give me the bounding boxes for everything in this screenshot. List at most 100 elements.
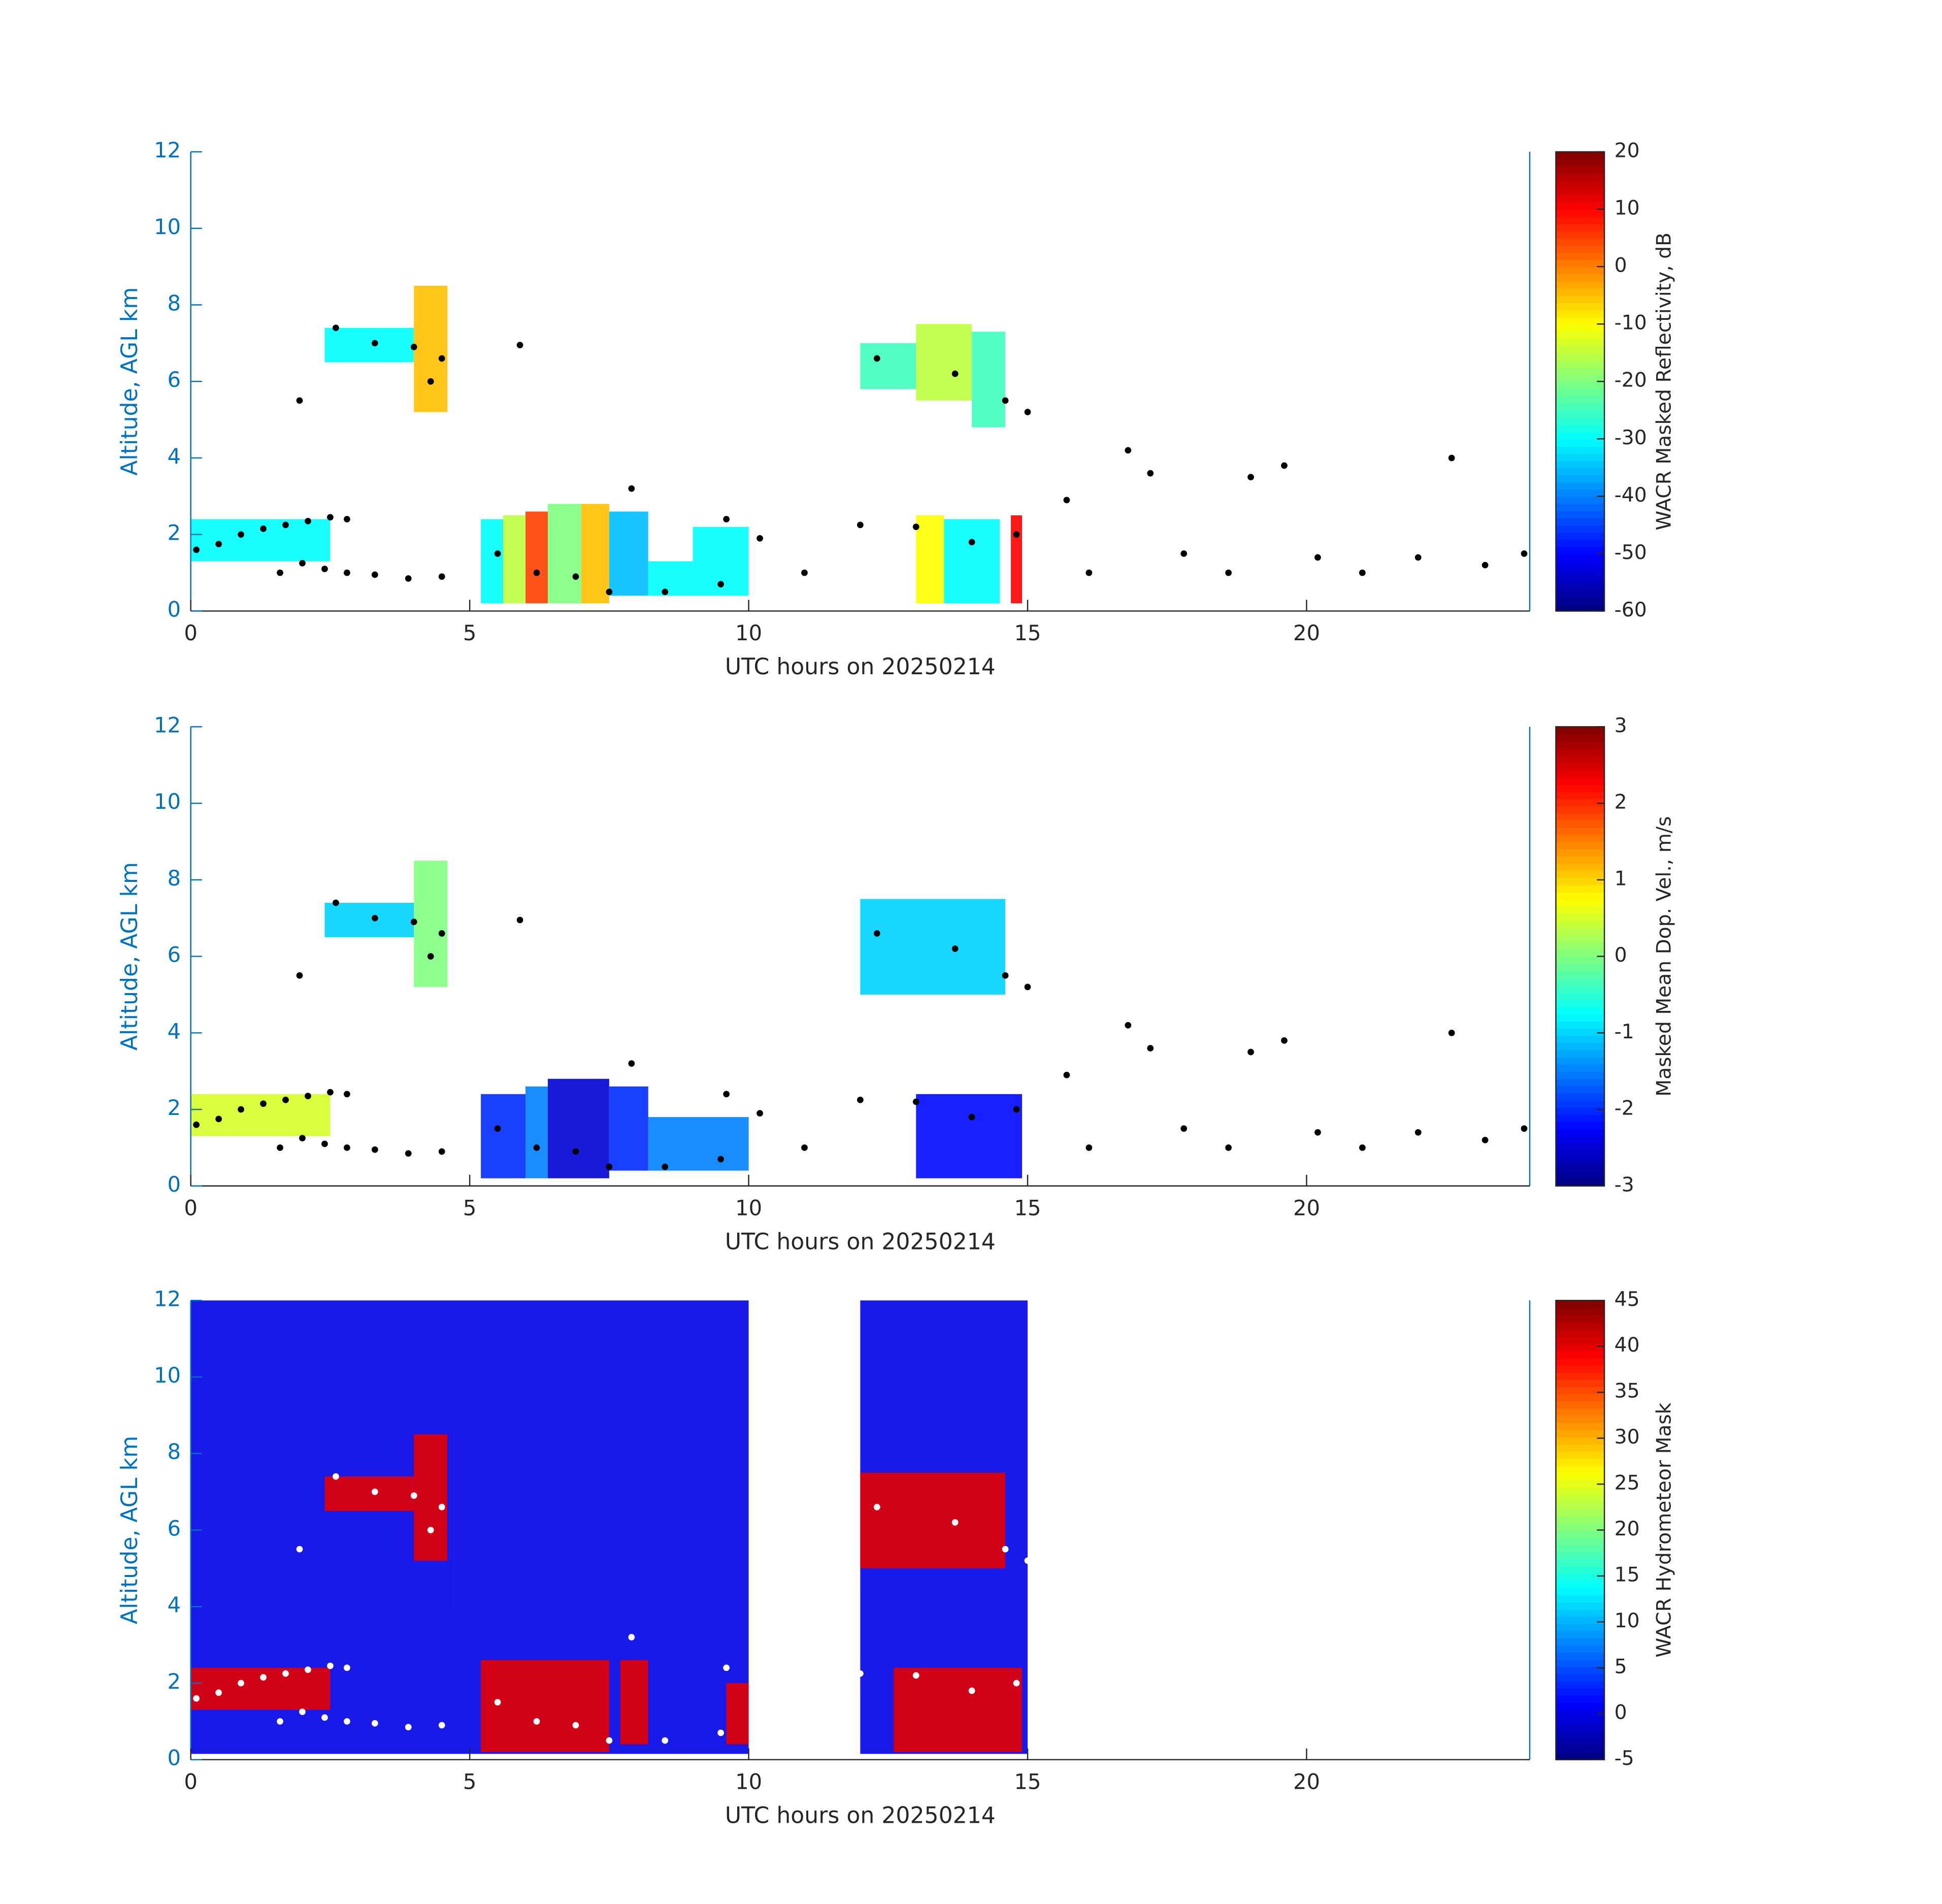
x-axis-label: UTC hours on 20250214 [725,654,996,680]
cloud-base-point [238,1106,245,1113]
colorbar-swatch [1556,1436,1605,1445]
colorbar-swatch [1556,252,1605,260]
colorbar-swatch [1556,532,1605,540]
colorbar-swatch [1556,374,1605,382]
colorbar-swatch [1556,1114,1605,1122]
colorbar-swatch [1556,1601,1605,1610]
cloud-base-point [1448,454,1455,462]
colorbar-swatch [1556,1013,1605,1022]
echo-cell [548,1078,609,1178]
echo-cell [324,1476,414,1511]
cloud-base-point [662,1163,669,1170]
colorbar-swatch [1556,1587,1605,1595]
cloud-base-point [438,573,445,580]
echo-cell [324,903,414,937]
echo-cell [726,1683,749,1745]
colorbar-swatch [1556,1544,1605,1553]
colorbar-swatch [1556,1695,1605,1703]
cloud-base-point [533,1144,540,1151]
colorbar-swatch [1556,1458,1605,1466]
colorbar-tick-label: 40 [1615,1334,1640,1357]
cloud-base-point [1225,569,1232,576]
colorbar-swatch [1556,202,1605,210]
cloud-base-point [801,1144,808,1151]
cloud-base-point [951,370,959,377]
y-tick-label: 12 [154,1286,181,1311]
colorbar-tick-label: -30 [1615,426,1647,449]
colorbar-swatch [1556,524,1605,533]
colorbar-swatch [1556,1508,1605,1517]
colorbar-label: WACR Masked Reflectivity, dB [1653,233,1676,530]
colorbar-swatch [1556,1559,1605,1567]
cloud-base-point [756,1110,763,1117]
cloud-base-point [282,1670,289,1677]
colorbar-swatch [1556,338,1605,346]
colorbar-swatch [1556,1637,1605,1646]
colorbar-swatch [1556,1078,1605,1087]
colorbar-swatch [1556,949,1605,957]
cloud-base-point [1147,470,1154,477]
cloud-base-point [305,1093,311,1100]
echo-cell [414,861,448,987]
cloud-base-point [238,1680,245,1687]
y-tick-label: 2 [168,1095,181,1120]
colorbar-swatch [1556,1523,1605,1531]
cloud-base-point [277,1718,283,1725]
cloud-base-point [717,1156,725,1163]
colorbar-swatch [1556,1537,1605,1545]
colorbar-tick-label: 5 [1615,1655,1627,1678]
colorbar-swatch [1556,209,1605,217]
colorbar-swatch [1556,1415,1605,1423]
cloud-base-point [238,531,245,538]
colorbar-swatch [1556,956,1605,964]
cloud-base-point [801,569,808,576]
colorbar-swatch [1556,460,1605,469]
cloud-base-point [321,1140,328,1147]
colorbar-tick-label: -2 [1615,1097,1634,1120]
y-tick-label: 6 [168,1516,181,1540]
colorbar-swatch [1556,1580,1605,1588]
colorbar-swatch [1556,763,1605,771]
colorbar-tick-label: 0 [1615,1701,1627,1724]
colorbar-swatch [1556,1530,1605,1538]
cloud-base-point [723,516,730,522]
cloud-base-point [572,573,579,580]
cloud-base-point [717,581,725,588]
colorbar-swatch [1556,1673,1605,1682]
cloud-base-point [968,1687,975,1694]
cloud-base-point [857,521,864,529]
colorbar-swatch [1556,259,1605,268]
colorbar-label: WACR Hydrometeor Mask [1653,1402,1676,1657]
colorbar-swatch [1556,1494,1605,1502]
y-tick-label: 8 [168,290,181,315]
y-tick-label: 10 [154,789,181,814]
cloud-base-point [1024,983,1031,991]
colorbar-swatch [1556,267,1605,275]
echo-cell [916,324,972,401]
echo-cell [481,1660,609,1752]
colorbar-swatch [1556,1049,1605,1058]
colorbar-swatch [1556,827,1605,835]
echo-cell [525,1086,548,1178]
cloud-base-point [1013,1680,1020,1687]
x-tick-label: 0 [184,1195,198,1220]
cloud-base-point [344,1091,350,1098]
cloud-base-point [427,378,434,385]
cloud-base-point [371,1488,378,1495]
colorbar-swatch [1556,1630,1605,1638]
colorbar-swatch [1556,1343,1605,1352]
x-tick-label: 5 [463,1195,477,1220]
y-tick-label: 12 [154,712,181,737]
x-tick-label: 5 [463,620,477,645]
cloud-base-point [344,1144,350,1151]
colorbar-swatch [1556,741,1605,749]
y-axis-label: Altitude, AGL km [117,862,143,1051]
cloud-base-point [912,1672,919,1679]
colorbar-swatch [1556,331,1605,339]
y-tick-label: 2 [168,1669,181,1694]
colorbar-swatch [1556,568,1605,576]
colorbar-tick-label: -1 [1615,1021,1634,1043]
y-tick-label: 12 [154,138,181,162]
cloud-base-point [494,1125,501,1132]
